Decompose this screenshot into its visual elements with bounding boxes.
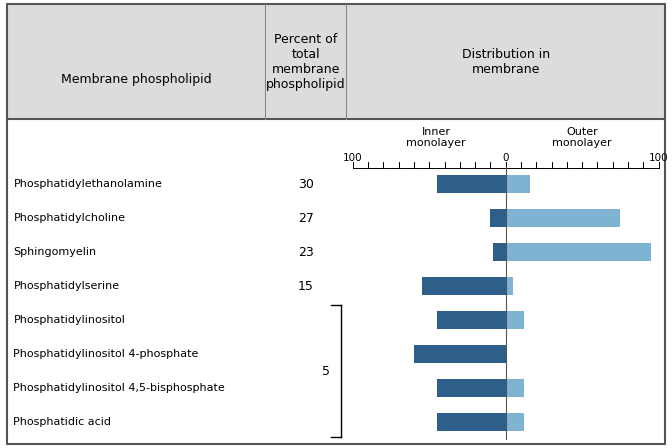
Text: Phosphatidylinositol: Phosphatidylinositol [13, 315, 125, 325]
Bar [505, 175, 530, 194]
Text: Phosphatidylethanolamine: Phosphatidylethanolamine [13, 179, 163, 189]
Bar [7, 4, 665, 119]
Text: Phosphatidylinositol 4-phosphate: Phosphatidylinositol 4-phosphate [13, 349, 199, 359]
Text: 27: 27 [298, 211, 314, 224]
Text: Distribution in
membrane: Distribution in membrane [462, 47, 550, 76]
Bar [505, 277, 513, 295]
Bar [505, 379, 524, 397]
Bar [493, 243, 505, 262]
Text: 15: 15 [298, 280, 314, 293]
Text: 0: 0 [503, 153, 509, 163]
Bar [505, 413, 524, 431]
Text: Membrane phospholipid: Membrane phospholipid [60, 73, 212, 86]
Text: Inner
monolayer: Inner monolayer [406, 127, 466, 148]
Bar [437, 311, 505, 329]
Text: Phosphatidylinositol 4,5-bisphosphate: Phosphatidylinositol 4,5-bisphosphate [13, 383, 225, 393]
Bar [437, 175, 505, 194]
Text: 100: 100 [648, 153, 669, 163]
Bar [414, 345, 505, 363]
Bar [505, 243, 651, 262]
Text: 100: 100 [343, 153, 363, 163]
Text: Sphingomyelin: Sphingomyelin [13, 247, 97, 257]
Bar [421, 277, 505, 295]
Bar [505, 311, 524, 329]
Text: Phosphatidylserine: Phosphatidylserine [13, 281, 120, 291]
Text: 23: 23 [298, 246, 314, 258]
Bar [505, 209, 620, 228]
Text: 30: 30 [298, 177, 314, 190]
Bar [437, 379, 505, 397]
Text: Phosphatidylcholine: Phosphatidylcholine [13, 213, 126, 223]
Text: Percent of
total
membrane
phospholipid: Percent of total membrane phospholipid [266, 33, 345, 90]
Bar [437, 413, 505, 431]
Text: Phosphatidic acid: Phosphatidic acid [13, 417, 112, 427]
Bar [491, 209, 505, 228]
Text: Outer
monolayer: Outer monolayer [552, 127, 612, 148]
Text: 5: 5 [322, 365, 330, 378]
